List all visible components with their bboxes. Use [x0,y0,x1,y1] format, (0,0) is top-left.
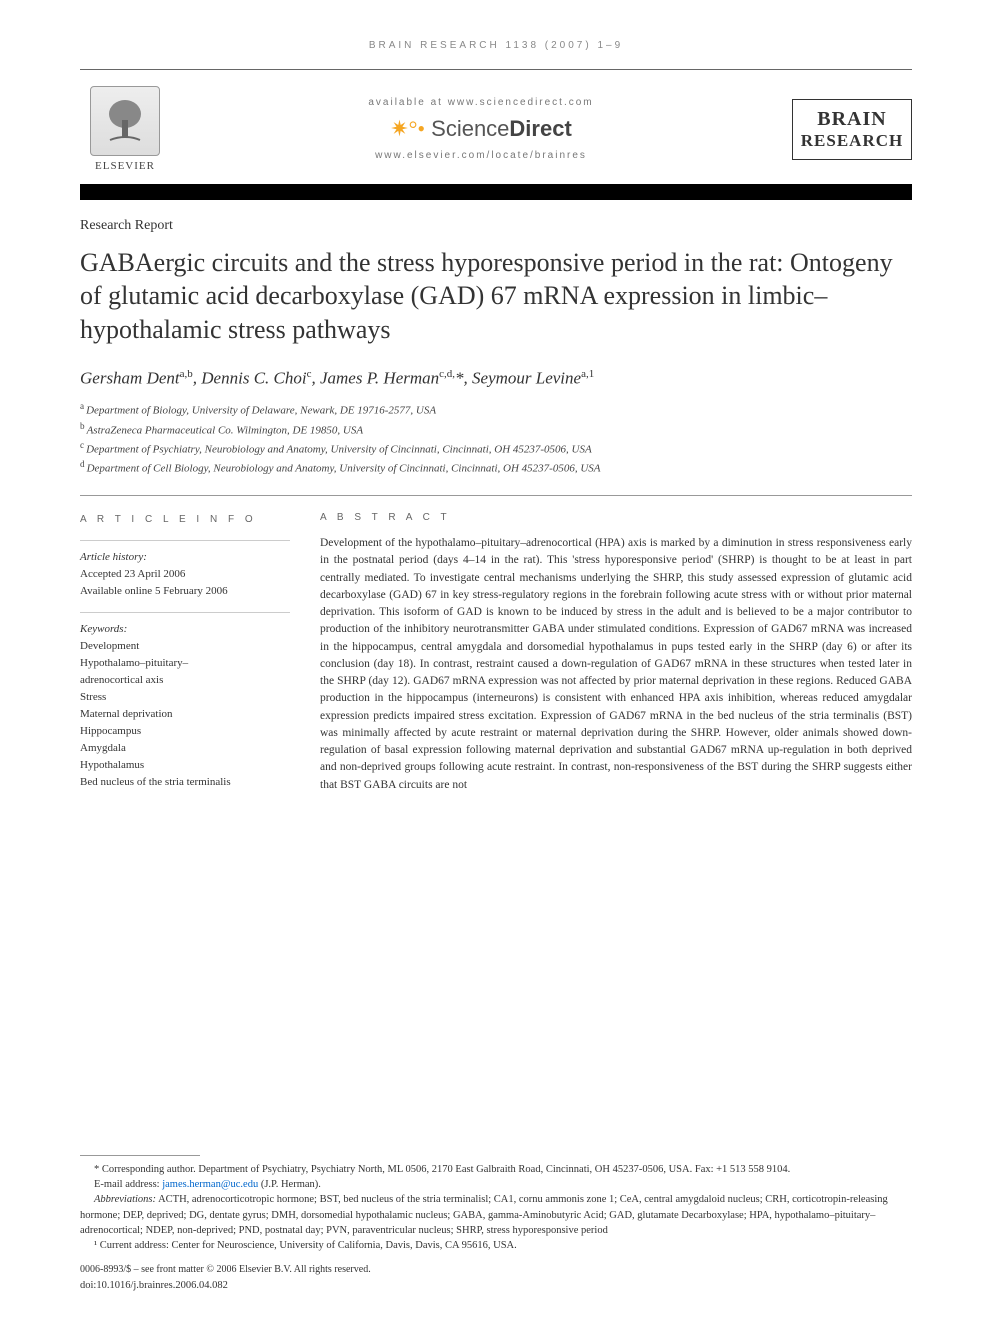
footnote-rule [80,1155,200,1156]
sd-star-icon: ✷°• [390,116,425,142]
keyword-item: Maternal deprivation [80,706,290,723]
available-at-text: available at www.sciencedirect.com [170,97,792,108]
history-label: Article history: [80,549,290,566]
email-author: (J.P. Herman). [261,1179,321,1190]
article-history-block: Article history: Accepted 23 April 2006 … [80,540,290,600]
article-info-column: A R T I C L E I N F O Article history: A… [80,512,290,794]
affiliation-item: dDepartment of Cell Biology, Neurobiolog… [80,458,912,477]
abbrev-text: ACTH, adrenocorticotropic hormone; BST, … [80,1194,888,1235]
abstract-heading: A B S T R A C T [320,512,912,523]
keyword-item: Amygdala [80,740,290,757]
article-info-heading: A R T I C L E I N F O [80,512,290,528]
online-date: Available online 5 February 2006 [80,583,290,600]
doi-line: doi:10.1016/j.brainres.2006.04.082 [80,1278,912,1293]
current-address-note: ¹ Current address: Center for Neuroscien… [80,1238,912,1253]
article-type-label: Research Report [80,218,912,234]
top-rule [80,69,912,70]
info-abstract-row: A R T I C L E I N F O Article history: A… [80,495,912,794]
journal-logo-line1: BRAIN [799,108,905,131]
journal-cover-logo: BRAIN RESEARCH [792,99,912,160]
affiliation-item: cDepartment of Psychiatry, Neurobiology … [80,439,912,458]
affiliation-list: aDepartment of Biology, University of De… [80,400,912,477]
affiliation-item: aDepartment of Biology, University of De… [80,400,912,419]
keyword-item: adrenocortical axis [80,672,290,689]
abbrev-label: Abbreviations: [94,1194,156,1205]
email-line: E-mail address: james.herman@uc.edu (J.P… [80,1177,912,1192]
sd-wordmark: ScienceDirect [431,116,572,142]
keywords-label: Keywords: [80,621,290,638]
author-list: Gersham Denta,b, Dennis C. Choic, James … [80,368,912,389]
keyword-item: Hypothalamo–pituitary– [80,655,290,672]
footnotes: * Corresponding author. Department of Ps… [80,1155,912,1293]
keyword-item: Development [80,638,290,655]
keyword-item: Stress [80,689,290,706]
journal-url: www.elsevier.com/locate/brainres [170,150,792,161]
masthead: ELSEVIER available at www.sciencedirect.… [80,80,912,182]
keyword-item: Bed nucleus of the stria terminalis [80,774,290,791]
black-bar [80,184,912,200]
keywords-block: Keywords: DevelopmentHypothalamo–pituita… [80,612,290,791]
running-head: BRAIN RESEARCH 1138 (2007) 1–9 [80,40,912,51]
elsevier-wordmark: ELSEVIER [95,160,155,172]
abstract-column: A B S T R A C T Development of the hypot… [320,512,912,794]
corresponding-author-note: * Corresponding author. Department of Ps… [80,1162,912,1177]
journal-logo-line2: RESEARCH [799,131,905,151]
abstract-body: Development of the hypothalamo–pituitary… [320,535,912,794]
email-label: E-mail address: [94,1179,160,1190]
copyright-line: 0006-8993/$ – see front matter © 2006 El… [80,1263,912,1278]
keyword-item: Hippocampus [80,723,290,740]
email-link[interactable]: james.herman@uc.edu [162,1179,258,1190]
elsevier-logo: ELSEVIER [80,86,170,172]
keyword-item: Hypothalamus [80,757,290,774]
abbreviations-note: Abbreviations: ACTH, adrenocorticotropic… [80,1192,912,1238]
sciencedirect-block: available at www.sciencedirect.com ✷°• S… [170,97,792,161]
sciencedirect-logo: ✷°• ScienceDirect [170,116,792,142]
elsevier-tree-icon [90,86,160,156]
affiliation-item: bAstraZeneca Pharmaceutical Co. Wilmingt… [80,420,912,439]
article-title: GABAergic circuits and the stress hypore… [80,246,912,346]
accepted-date: Accepted 23 April 2006 [80,566,290,583]
